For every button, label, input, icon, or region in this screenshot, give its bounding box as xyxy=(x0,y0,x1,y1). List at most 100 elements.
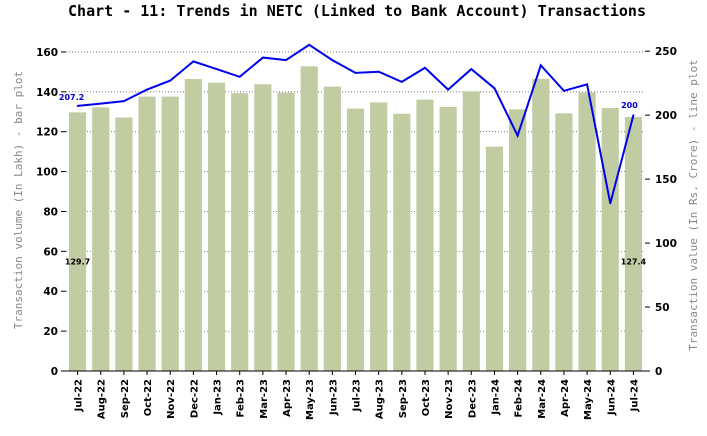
bar xyxy=(393,113,411,372)
line-point xyxy=(146,88,148,91)
line-point xyxy=(331,59,334,62)
y-tick-label: 0 xyxy=(51,366,58,378)
line-point xyxy=(563,89,565,92)
y-axis-label: Transaction volume (In Lakh) - bar plot xyxy=(12,71,25,329)
y-tick-label: 160 xyxy=(36,47,58,59)
axes: 0 20 40 60 80 100 120 140 160 0 50 100 150 200 250 Jul-… xyxy=(36,46,677,420)
y2-tick-label: 50 xyxy=(655,302,670,314)
x-tick-label: Aug-23 xyxy=(375,379,386,419)
line-point xyxy=(354,72,357,74)
line-point xyxy=(609,202,612,205)
x-tick-label: Jan-24 xyxy=(490,379,501,416)
line-point xyxy=(447,88,450,91)
bar-data-label-first: 129.7 xyxy=(65,257,90,266)
x-tick-label: Dec-22 xyxy=(189,379,200,418)
y-tick-label: 40 xyxy=(43,286,58,298)
line-point xyxy=(215,68,218,70)
bar xyxy=(416,99,434,371)
x-tick-label: Jul-24 xyxy=(629,379,640,412)
y2-tick-label: 250 xyxy=(655,46,677,58)
x-tick-label: Nov-22 xyxy=(166,379,177,419)
line-point xyxy=(424,66,426,69)
x-tick-label: Mar-24 xyxy=(537,379,548,419)
line-point xyxy=(123,100,125,102)
x-tick-label: Jan-23 xyxy=(213,379,224,416)
line-point xyxy=(493,87,496,90)
line-point xyxy=(516,134,519,137)
line-point xyxy=(308,43,311,46)
bar xyxy=(161,96,179,372)
x-tick-label: May-23 xyxy=(305,379,316,420)
bar xyxy=(69,112,87,371)
line-point xyxy=(261,56,264,59)
bar-series xyxy=(69,66,642,372)
bar xyxy=(601,107,619,371)
y-tick-label: 100 xyxy=(36,167,58,179)
bar xyxy=(462,91,480,371)
y-tick-label: 140 xyxy=(36,87,58,99)
x-tick-label: Aug-22 xyxy=(97,379,108,419)
y-tick-label: 60 xyxy=(43,246,58,258)
y-tick-label: 20 xyxy=(43,326,58,338)
y2-tick-label: 100 xyxy=(655,238,677,250)
x-tick-label: Feb-23 xyxy=(236,379,247,417)
line-point xyxy=(586,83,588,86)
line-point xyxy=(539,64,542,67)
x-tick-label: Sep-23 xyxy=(398,379,409,418)
y-tick-label: 120 xyxy=(36,127,58,139)
bar xyxy=(624,116,642,372)
x-tick-label: Apr-24 xyxy=(560,379,571,417)
bar xyxy=(323,86,341,371)
x-tick-label: Nov-23 xyxy=(444,379,455,419)
bar xyxy=(346,108,365,371)
x-tick-label: Mar-23 xyxy=(259,379,270,419)
bar xyxy=(184,79,202,371)
chart-title: Chart - 11: Trends in NETC (Linked to Ba… xyxy=(68,2,646,20)
data-labels: 129.7 127.4 207.2 200 xyxy=(59,93,647,266)
line-series xyxy=(76,43,635,205)
bar xyxy=(231,93,249,371)
bar xyxy=(277,92,295,371)
bar xyxy=(509,109,527,371)
bar xyxy=(555,113,573,372)
bar xyxy=(532,78,550,372)
bar xyxy=(138,96,156,372)
x-tick-label: Feb-24 xyxy=(514,379,525,417)
y2-tick-label: 150 xyxy=(655,174,677,186)
x-tick-label: Jul-22 xyxy=(74,379,85,412)
bar xyxy=(485,146,504,371)
y2-tick-label: 0 xyxy=(655,366,662,378)
bar xyxy=(300,66,318,371)
line-point xyxy=(377,70,380,73)
y2-axis-label: Transaction value (In Rs. Crore) - line … xyxy=(687,59,700,350)
x-tick-label: Jun-23 xyxy=(328,379,339,416)
bar xyxy=(578,92,596,372)
bar xyxy=(115,117,133,372)
line-point xyxy=(632,114,635,117)
line-point xyxy=(285,59,287,62)
x-tick-label: Jul-23 xyxy=(352,379,363,412)
y-tick-label: 80 xyxy=(43,206,58,218)
y2-tick-label: 200 xyxy=(655,110,677,122)
line-data-label-last: 200 xyxy=(621,101,638,110)
x-tick-label: Oct-23 xyxy=(421,379,432,416)
bar xyxy=(439,106,457,371)
line-data-label-first: 207.2 xyxy=(59,93,84,102)
line-point xyxy=(400,80,403,83)
x-tick-label: Sep-22 xyxy=(120,379,131,418)
bar xyxy=(92,107,110,371)
line-point xyxy=(99,102,102,105)
x-tick-label: Jun-24 xyxy=(606,379,617,416)
line-point xyxy=(238,75,241,78)
x-tick-label: Apr-23 xyxy=(282,379,293,417)
bar xyxy=(370,102,388,372)
bar-data-label-last: 127.4 xyxy=(621,257,647,266)
bar xyxy=(207,82,226,372)
bar xyxy=(254,84,272,371)
line-point xyxy=(470,68,473,70)
x-tick-label: Oct-22 xyxy=(143,379,154,416)
line-point xyxy=(192,60,195,63)
x-tick-label: Dec-23 xyxy=(467,379,478,418)
x-tick-label: May-24 xyxy=(583,379,594,420)
